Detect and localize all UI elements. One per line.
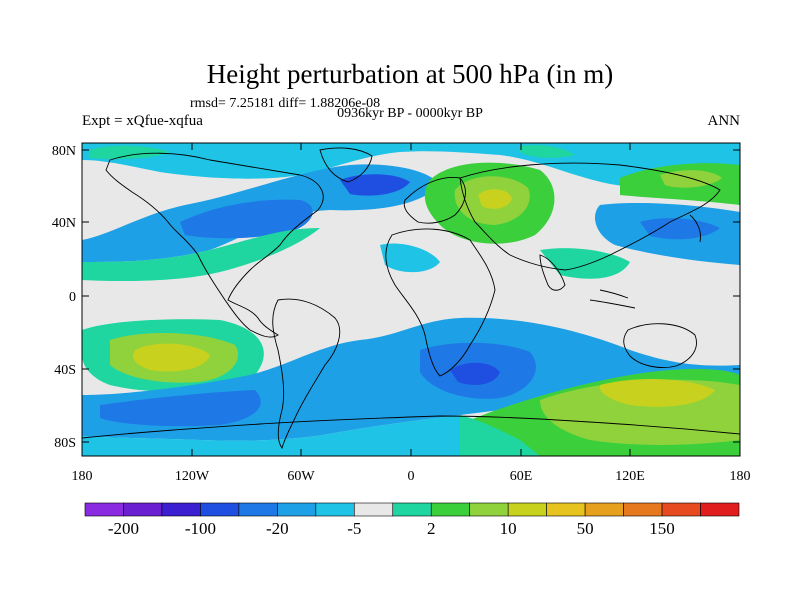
lat-label-80s: 80S: [54, 436, 76, 451]
lon-label-120w: 120W: [175, 469, 210, 484]
north-teal-lower: [82, 228, 320, 282]
indian-deepblue-core: [450, 362, 500, 385]
experiment-label: Expt = xQfue-xqfua: [82, 113, 203, 129]
lon-label-180e: 180: [730, 469, 751, 484]
stats-text: rmsd= 7.25181 diff= 1.88206e-08: [190, 96, 380, 111]
lat-axis: [82, 149, 740, 443]
pacific-darkblue-core: [640, 218, 720, 240]
lat-label-40n: 40N: [52, 216, 76, 231]
colorbar-swatch: [546, 502, 586, 517]
colorbar-swatch: [469, 502, 509, 517]
australia-coast: [623, 323, 697, 368]
lon-label-0: 0: [408, 469, 415, 484]
atlantic-blue-patch: [380, 243, 440, 273]
asia-coast: [459, 162, 721, 271]
lon-label-60w: 60W: [287, 469, 315, 484]
colorbar-swatch: [84, 502, 124, 517]
lat-label-40s: 40S: [54, 363, 76, 378]
colorbar-swatch: [661, 502, 701, 517]
lon-label-120e: 120E: [615, 469, 645, 484]
map-title: Height perturbation at 500 hPa (in m): [207, 59, 613, 89]
colorbar-label: -5: [347, 519, 361, 538]
colorbar: [84, 502, 740, 517]
lat-label-80n: 80N: [52, 144, 76, 159]
north-darkblue-core-2: [340, 174, 410, 196]
season-label: ANN: [708, 113, 741, 129]
indonesia-coast: [589, 289, 636, 309]
colorbar-swatch: [200, 502, 240, 517]
colorbar-swatch: [430, 502, 471, 517]
colorbar-label: 150: [649, 519, 675, 538]
colorbar-swatch: [277, 502, 317, 517]
colorbar-swatch: [353, 502, 394, 517]
south-america-coast: [272, 298, 341, 449]
colorbar-swatch: [623, 502, 663, 517]
north-darkblue-core: [180, 199, 313, 239]
colorbar-labels: -200 -100 -20 -5 2 10 50 150: [108, 519, 675, 538]
colorbar-swatch: [161, 502, 201, 517]
arctic-green-patches: [90, 145, 575, 160]
southern-darkblue-core: [100, 390, 261, 427]
lat-label-0: 0: [69, 290, 76, 305]
colorbar-swatch: [700, 502, 740, 517]
colorbar-label: -20: [266, 519, 289, 538]
period-label: 0936kyr BP - 0000kyr BP: [337, 106, 483, 121]
lon-label-60e: 60E: [510, 469, 533, 484]
colorbar-label: 10: [500, 519, 517, 538]
colorbar-label: -100: [185, 519, 216, 538]
eurasia-gold-core: [478, 189, 512, 209]
colorbar-swatch: [392, 502, 432, 517]
lon-axis: [81, 143, 741, 456]
southern-lightblue-edge: [82, 415, 460, 456]
africa-coast: [385, 228, 496, 377]
south-indian-gold: [599, 378, 715, 407]
antarctic-teal-edge: [460, 415, 540, 456]
europe-coast: [403, 177, 466, 224]
greenland-coast: [319, 147, 373, 183]
south-pacific-gold: [133, 343, 210, 372]
colorbar-swatch: [315, 502, 355, 517]
japan-coast: [689, 214, 701, 243]
colorbar-swatch: [507, 502, 547, 517]
antarctica-coast: [82, 415, 740, 439]
colorbar-label: -200: [108, 519, 139, 538]
colorbar-label: 50: [577, 519, 594, 538]
arctic-blue-band: [82, 143, 740, 205]
north-america-coast: [105, 152, 324, 338]
colorbar-swatch: [584, 502, 624, 517]
colorbar-label: 2: [427, 519, 436, 538]
india-coast: [539, 254, 566, 291]
coastlines: [82, 147, 740, 449]
colorbar-swatch: [238, 502, 278, 517]
contour-field: [82, 143, 740, 456]
lon-label-180w: 180: [72, 469, 93, 484]
colorbar-swatch: [123, 502, 163, 517]
